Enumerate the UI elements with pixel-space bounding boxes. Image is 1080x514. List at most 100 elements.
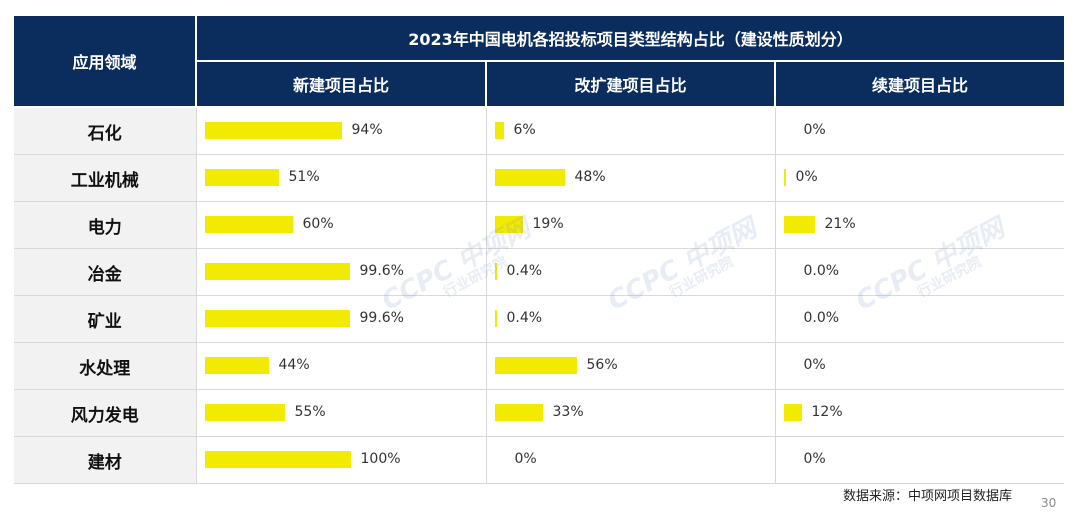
- bar: [204, 310, 350, 327]
- bar: [204, 357, 269, 374]
- value-cell: 0%: [775, 107, 1064, 155]
- value-cell: 6%: [486, 107, 776, 155]
- value-cell-inner: 48%: [487, 155, 775, 201]
- bar: [783, 169, 786, 186]
- value-cell-inner: 55%: [197, 390, 486, 436]
- value-cell-inner: 33%: [487, 390, 775, 436]
- value-cell-inner: 60%: [197, 202, 486, 248]
- value-cell-inner: 0%: [776, 108, 1065, 154]
- header-category: 应用领域: [14, 16, 197, 108]
- category-label: 冶金: [14, 248, 197, 296]
- value-cell: 19%: [486, 201, 776, 249]
- table-row: 风力发电 55% 33% 12%: [14, 389, 1065, 437]
- bar: [783, 216, 815, 233]
- column-header-expansion: 改扩建项目占比: [486, 61, 776, 108]
- value-cell-inner: 0.0%: [776, 296, 1065, 342]
- value-cell: 48%: [486, 154, 776, 202]
- value-label: 99.6%: [359, 263, 404, 279]
- bar: [783, 404, 802, 421]
- value-cell-inner: 12%: [776, 390, 1065, 436]
- value-label: 0%: [803, 451, 826, 467]
- value-cell: 12%: [775, 389, 1065, 437]
- bar: [204, 404, 285, 421]
- bar: [494, 357, 577, 374]
- value-cell-inner: 0.0%: [776, 249, 1065, 295]
- category-label: 风力发电: [14, 389, 197, 437]
- value-label: 44%: [278, 357, 310, 373]
- value-label: 99.6%: [359, 310, 404, 326]
- table-row: 电力 60% 19% 21%: [14, 201, 1064, 249]
- table-row: 冶金 99.6% 0.4% 0.0%: [14, 248, 1065, 296]
- value-cell-inner: 0.4%: [487, 296, 775, 342]
- table-row: 矿业 99.6% 0.4% 0.0%: [14, 295, 1065, 343]
- table-row: 水处理 44% 56% 0%: [14, 342, 1065, 390]
- data-table: 应用领域 2023年中国电机各招投标项目类型结构占比（建设性质划分） 新建项目占…: [14, 16, 1064, 484]
- value-label: 0.0%: [803, 263, 840, 279]
- bar: [204, 451, 351, 468]
- value-cell-inner: 94%: [197, 108, 486, 154]
- value-cell-inner: 100%: [197, 437, 486, 483]
- value-cell: 99.6%: [196, 248, 487, 296]
- value-cell-inner: 51%: [197, 155, 486, 201]
- value-cell: 0.4%: [486, 295, 776, 343]
- value-cell-inner: 56%: [487, 343, 775, 389]
- value-label: 0.0%: [803, 310, 840, 326]
- value-cell: 44%: [196, 342, 487, 390]
- category-label: 工业机械: [14, 154, 197, 202]
- category-label: 石化: [14, 107, 197, 155]
- bar: [494, 263, 497, 280]
- value-label: 0.4%: [506, 263, 543, 279]
- value-label: 0%: [803, 357, 826, 373]
- value-cell-inner: 0%: [776, 155, 1065, 201]
- data-source: 数据来源：中项网项目数据库: [843, 489, 1013, 504]
- bar: [494, 310, 497, 327]
- value-cell-inner: 0%: [487, 437, 775, 483]
- value-cell: 0%: [486, 436, 776, 484]
- category-label: 建材: [14, 436, 197, 484]
- value-label: 0%: [514, 451, 537, 467]
- value-cell-inner: 99.6%: [197, 249, 486, 295]
- value-label: 94%: [351, 122, 383, 138]
- bar: [494, 169, 565, 186]
- table-title: 2023年中国电机各招投标项目类型结构占比（建设性质划分）: [196, 16, 1064, 62]
- value-cell-inner: 6%: [487, 108, 775, 154]
- value-cell-inner: 0%: [776, 343, 1065, 389]
- bar: [204, 263, 350, 280]
- value-cell: 51%: [196, 154, 487, 202]
- table-body: 石化 94% 6% 0% 工业机械 51% 48% 0% 电力 60% 19% 21% 冶金 99.6% 0…: [14, 107, 1064, 484]
- value-cell-inner: 99.6%: [197, 296, 486, 342]
- value-cell: 0.0%: [775, 295, 1065, 343]
- value-cell-inner: 0.4%: [487, 249, 775, 295]
- value-label: 21%: [824, 216, 856, 232]
- value-cell-inner: 44%: [197, 343, 486, 389]
- value-cell: 94%: [196, 107, 487, 155]
- table-row: 建材 100% 0% 0%: [14, 436, 1064, 484]
- value-cell: 33%: [486, 389, 776, 437]
- category-label: 电力: [14, 201, 197, 249]
- value-cell: 56%: [486, 342, 776, 390]
- value-label: 0%: [803, 122, 826, 138]
- value-cell: 60%: [196, 201, 487, 249]
- value-cell: 100%: [196, 436, 487, 484]
- value-label: 6%: [513, 122, 536, 138]
- value-cell: 99.6%: [196, 295, 487, 343]
- value-label: 56%: [586, 357, 618, 373]
- value-label: 0.4%: [506, 310, 543, 326]
- bar: [204, 216, 293, 233]
- bar: [204, 122, 342, 139]
- value-label: 12%: [811, 404, 843, 420]
- value-cell: 0.4%: [486, 248, 776, 296]
- value-label: 100%: [360, 451, 401, 467]
- bar: [204, 169, 279, 186]
- value-cell: 21%: [775, 201, 1064, 249]
- value-label: 33%: [552, 404, 584, 420]
- value-label: 60%: [302, 216, 334, 232]
- value-cell: 0.0%: [775, 248, 1065, 296]
- value-label: 19%: [532, 216, 564, 232]
- column-header-new: 新建项目占比: [196, 61, 487, 108]
- table-row: 石化 94% 6% 0%: [14, 107, 1064, 155]
- page-number: 30: [1041, 496, 1057, 510]
- column-header-continued: 续建项目占比: [775, 61, 1064, 108]
- table-row: 工业机械 51% 48% 0%: [14, 154, 1065, 202]
- value-label: 48%: [574, 169, 606, 185]
